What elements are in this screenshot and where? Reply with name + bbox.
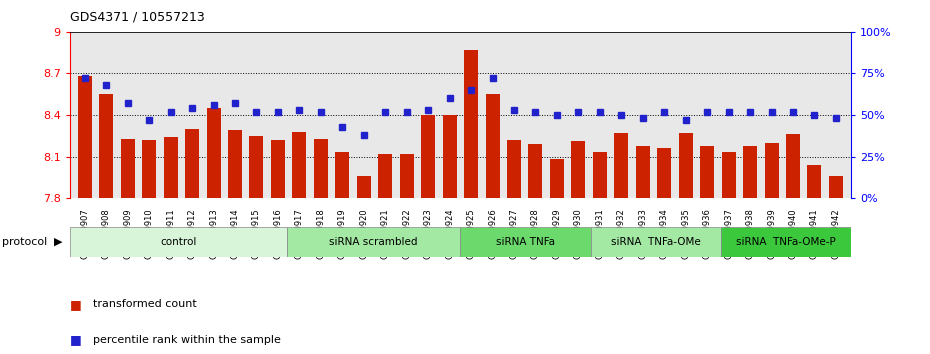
Bar <box>786 135 800 198</box>
Bar <box>443 115 457 198</box>
Text: ■: ■ <box>70 298 82 311</box>
Bar <box>743 145 757 198</box>
Text: percentile rank within the sample: percentile rank within the sample <box>93 335 281 345</box>
Bar <box>185 129 199 198</box>
Bar <box>400 154 414 198</box>
Bar <box>636 145 650 198</box>
Bar <box>121 139 135 198</box>
Bar <box>313 139 327 198</box>
Bar <box>571 141 585 198</box>
Bar <box>421 115 435 198</box>
Bar <box>336 153 350 198</box>
Text: protocol: protocol <box>2 236 47 247</box>
Bar <box>78 76 92 198</box>
Bar <box>592 153 606 198</box>
Bar <box>357 176 371 198</box>
Bar <box>379 154 392 198</box>
Text: transformed count: transformed count <box>93 299 197 309</box>
Bar <box>286 227 460 257</box>
Bar <box>100 94 113 198</box>
Bar <box>591 227 721 257</box>
Bar <box>679 133 693 198</box>
Bar <box>722 153 736 198</box>
Bar <box>700 145 714 198</box>
Bar <box>70 227 286 257</box>
Text: control: control <box>160 236 196 247</box>
Bar <box>764 143 778 198</box>
Bar <box>550 159 564 198</box>
Bar <box>271 140 285 198</box>
Bar <box>292 132 306 198</box>
Text: siRNA  TNFa-OMe: siRNA TNFa-OMe <box>611 236 700 247</box>
Bar <box>249 136 263 198</box>
Bar <box>528 144 542 198</box>
Bar <box>464 50 478 198</box>
Text: ■: ■ <box>70 333 82 346</box>
Text: siRNA scrambled: siRNA scrambled <box>329 236 418 247</box>
Bar <box>807 165 821 198</box>
Text: GDS4371 / 10557213: GDS4371 / 10557213 <box>70 11 205 24</box>
Bar <box>206 108 220 198</box>
Text: siRNA TNFa: siRNA TNFa <box>496 236 555 247</box>
Bar <box>460 227 591 257</box>
Bar <box>721 227 851 257</box>
Bar <box>164 137 178 198</box>
Bar <box>615 133 629 198</box>
Bar <box>228 130 242 198</box>
Text: siRNA  TNFa-OMe-P: siRNA TNFa-OMe-P <box>736 236 836 247</box>
Bar <box>485 94 499 198</box>
Bar <box>829 176 843 198</box>
Bar <box>658 148 671 198</box>
Text: ▶: ▶ <box>54 236 62 247</box>
Bar <box>507 140 521 198</box>
Bar <box>142 140 156 198</box>
